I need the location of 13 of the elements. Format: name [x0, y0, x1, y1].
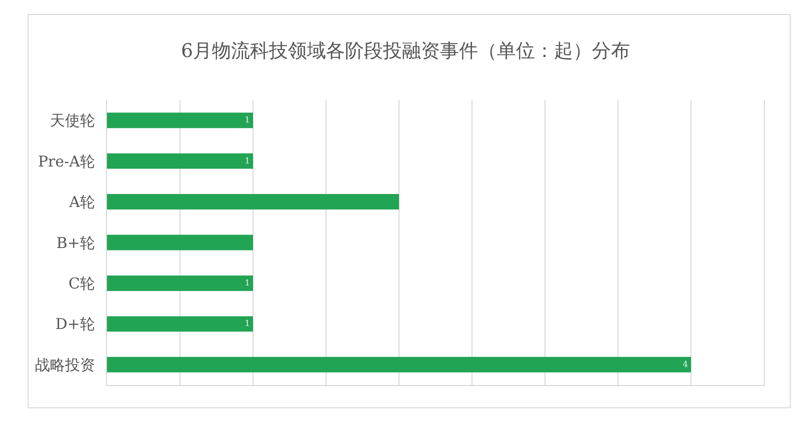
data-label: 1: [244, 114, 250, 125]
y-tick-label: 战略投资: [35, 356, 95, 374]
y-tick-label: Pre-A轮: [38, 152, 95, 170]
y-tick-label: D+轮: [55, 315, 95, 334]
y-tick-label: A轮: [68, 193, 95, 212]
data-label: 4: [682, 358, 688, 369]
chart-title: 6月物流科技领域各阶段投融资事件（单位：起）分布: [180, 40, 630, 62]
data-label: 1: [244, 155, 250, 166]
y-tick-label: C轮: [68, 274, 95, 292]
data-label: 1: [244, 318, 250, 328]
y-tick-label: B+轮: [56, 234, 95, 252]
y-tick-label: 天使轮: [50, 112, 95, 130]
data-label: 1: [244, 277, 250, 288]
